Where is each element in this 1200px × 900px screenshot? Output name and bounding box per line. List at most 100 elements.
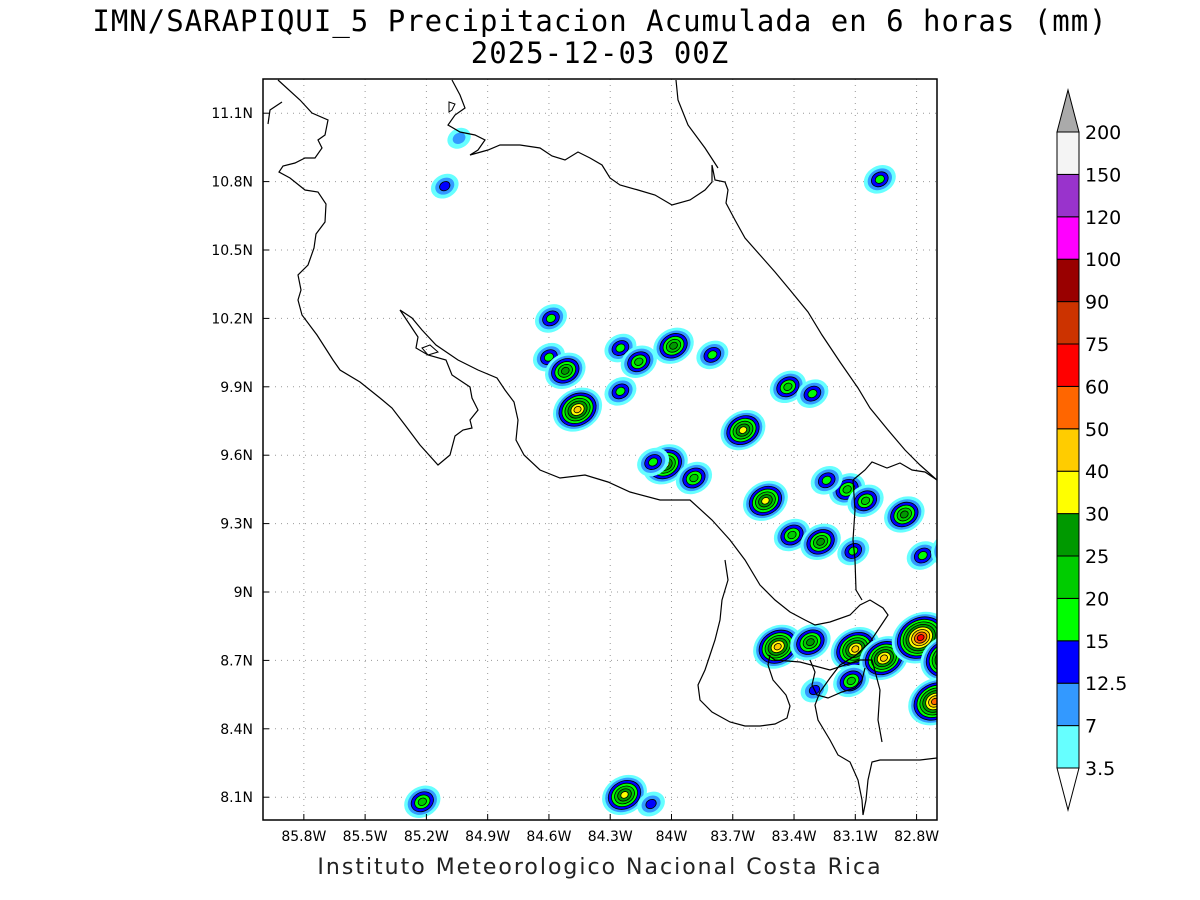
colorbar-level-label: 25: [1085, 546, 1109, 568]
precip-contour: [738, 426, 748, 434]
precip-contour: [934, 533, 937, 564]
chart-title: IMN/SARAPIQUI_5 Precipitacion Acumulada …: [92, 4, 1108, 38]
colorbar-level-label: 40: [1085, 461, 1109, 483]
x-tick-label: 83.4W: [772, 829, 817, 845]
colorbar-box: [1056, 597, 1080, 642]
colorbar-box: [1056, 640, 1080, 684]
colorbar-box: [1056, 428, 1080, 472]
precip-contour: [943, 654, 952, 663]
x-tick-label: 84W: [656, 829, 688, 845]
precip-contour: [816, 537, 825, 546]
precip-cell: [637, 447, 670, 477]
colorbar-level-label: 12.5: [1085, 673, 1127, 695]
x-tick-label: 85.2W: [404, 829, 449, 845]
colorbar-level-label: 7: [1085, 716, 1097, 738]
colorbar-box: [1056, 725, 1080, 769]
colorbar-box: [1056, 343, 1080, 387]
precip-cell: [800, 523, 841, 560]
precip-cell: [908, 677, 937, 726]
precip-cell: [535, 304, 567, 333]
precip-cell: [833, 664, 870, 698]
precip-cell: [602, 774, 647, 815]
x-tick-label: 83.7W: [710, 829, 755, 845]
y-tick-label: 10.5N: [211, 243, 253, 259]
precip-contour: [928, 641, 937, 675]
precip-contour: [946, 544, 956, 554]
precip-cell: [720, 410, 766, 451]
precip-cell: [847, 484, 884, 518]
precip-contour: [807, 389, 818, 399]
precip-contour: [931, 644, 937, 673]
precip-contour: [916, 634, 925, 642]
precip-cell: [404, 785, 441, 818]
precip-contour: [942, 540, 961, 558]
precip-contour: [417, 797, 427, 806]
precip-contour: [689, 473, 699, 483]
colorbar-level-label: 200: [1085, 122, 1121, 144]
precip-contour: [934, 646, 937, 670]
precip-cell: [863, 165, 896, 194]
precip-contour: [645, 798, 657, 810]
precip-cell: [810, 465, 843, 495]
colorbar-box: [1056, 470, 1080, 515]
precip-contour: [931, 530, 937, 567]
colorbar-level-label: 3.5: [1085, 758, 1115, 780]
precip-contour: [615, 343, 626, 353]
precip-contour: [787, 530, 797, 540]
y-tick-label: 9.3N: [220, 517, 253, 533]
colorbar-box: [1056, 258, 1080, 303]
colorbar-level-label: 50: [1085, 419, 1109, 441]
precip-cell: [430, 173, 459, 199]
precip-cell: [552, 387, 603, 432]
precip-contour: [783, 382, 793, 391]
precip-cell: [753, 624, 803, 669]
map-frame: [262, 78, 938, 821]
x-tick-label: 82.8W: [894, 829, 939, 845]
colorbar-level-label: 20: [1085, 588, 1109, 610]
precip-contour: [937, 536, 965, 562]
precip-contour: [669, 341, 678, 350]
precip-cell: [696, 340, 729, 370]
colorbar-level-label: 90: [1085, 292, 1109, 314]
y-tick-label: 8.7N: [220, 653, 253, 669]
colorbar-box: [1056, 301, 1080, 345]
y-tick-label: 9.9N: [220, 380, 253, 396]
precip-contour: [874, 174, 885, 184]
precip-contour: [899, 510, 909, 519]
precip-contour: [707, 350, 718, 360]
colorbar-box: [1056, 682, 1080, 727]
precip-contour: [846, 676, 856, 686]
colorbar-level-label: 75: [1085, 334, 1109, 356]
x-tick-label: 85.8W: [281, 829, 326, 845]
precip-cell: [837, 536, 870, 566]
precip-contour: [821, 475, 832, 485]
precip-contour: [806, 638, 815, 647]
precip-contour: [935, 647, 960, 670]
precip-contour: [573, 405, 582, 414]
colorbar-level-label: 150: [1085, 164, 1121, 186]
precip-contour: [560, 366, 570, 375]
y-tick-label: 8.1N: [220, 790, 253, 806]
precip-cell: [931, 530, 969, 567]
precip-cell: [796, 379, 829, 408]
colorbar-box: [1056, 385, 1080, 430]
precip-contour: [620, 791, 629, 799]
precip-contour: [917, 551, 928, 561]
precip-cell: [906, 541, 937, 570]
y-tick-label: 10.8N: [211, 175, 253, 191]
x-tick-label: 85.5W: [343, 829, 388, 845]
latitude-ticks: 11.1N 10.8N 10.5N 10.2N 9.9N 9.6N 9.3N 9N 8.7N 8.…: [211, 106, 269, 806]
colorbar-upper-arrow: [1056, 88, 1080, 133]
precip-cell: [743, 480, 788, 521]
colorbar-box: [1056, 216, 1080, 260]
precip-contour: [648, 457, 659, 467]
precip-contour: [452, 132, 466, 144]
colorbar-box: [1056, 555, 1080, 599]
colorbar-box: [1056, 131, 1080, 175]
precip-contour: [860, 496, 871, 505]
precip-contour: [933, 532, 969, 566]
colorbar-level-label: 60: [1085, 376, 1109, 398]
y-tick-label: 8.4N: [220, 722, 253, 738]
precip-cell: [620, 345, 657, 378]
